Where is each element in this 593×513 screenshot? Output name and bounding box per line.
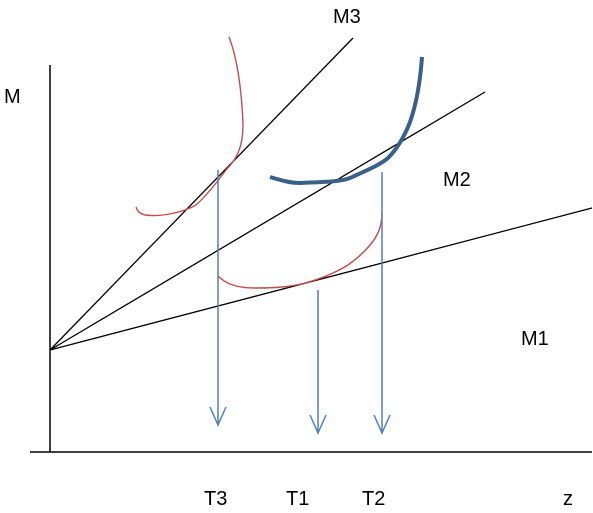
tick-t3-label: T3 — [204, 488, 227, 510]
x-axis-label: z — [563, 488, 573, 510]
blue-curve — [269, 56, 424, 186]
y-axis-label: M — [4, 86, 21, 108]
arrow-t2-head — [373, 414, 391, 435]
tick-t1-label: T1 — [286, 488, 309, 510]
line-m1 — [49, 207, 593, 351]
line-m1-label: M1 — [521, 328, 549, 350]
line-m3 — [49, 37, 354, 351]
line-m2 — [49, 91, 486, 351]
line-m2-label: M2 — [443, 169, 471, 191]
arrow-t3-head — [209, 406, 227, 427]
red-curve-upper — [135, 36, 244, 217]
red-curve-lower — [217, 212, 383, 289]
tick-t2-label: T2 — [362, 488, 385, 510]
line-m3-label: M3 — [333, 6, 361, 28]
arrow-t1-head — [309, 414, 327, 435]
